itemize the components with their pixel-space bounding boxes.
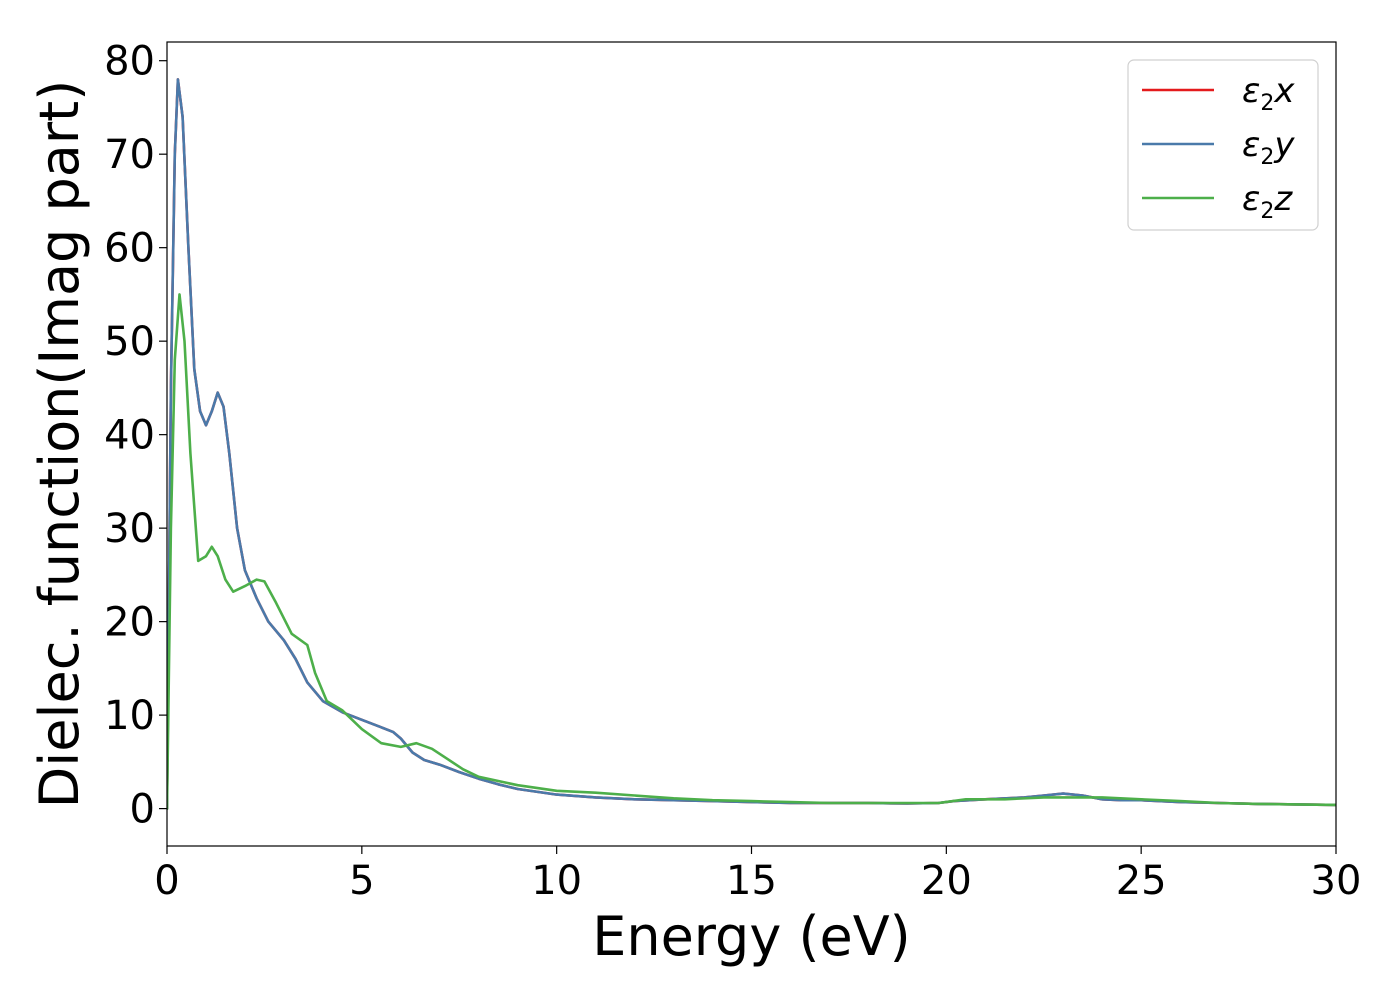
plot-lines — [167, 78, 1336, 810]
x-tick-label: 5 — [349, 858, 374, 904]
x-tick-label: 25 — [1116, 858, 1167, 904]
x-axis-label: Energy (eV) — [592, 905, 911, 968]
y-tick-label: 60 — [104, 226, 155, 272]
x-axis-ticks: 0 5 10 15 20 25 30 — [154, 846, 1361, 904]
series-line-z — [167, 293, 1336, 810]
y-tick-label: 10 — [104, 693, 155, 739]
y-tick-label: 80 — [104, 39, 155, 85]
legend-label-z: ε2z — [1242, 179, 1293, 224]
x-tick-label: 20 — [921, 858, 972, 904]
legend-label-x: ε2x — [1242, 71, 1295, 116]
y-tick-label: 70 — [104, 132, 155, 178]
y-tick-label: 30 — [104, 506, 155, 552]
y-tick-label: 0 — [130, 787, 155, 833]
x-tick-label: 15 — [726, 858, 777, 904]
x-tick-label: 0 — [154, 858, 179, 904]
y-tick-label: 50 — [104, 319, 155, 365]
legend-box — [1127, 59, 1319, 231]
y-tick-label: 40 — [104, 413, 155, 459]
y-axis-ticks: 0 10 20 30 40 50 60 70 80 — [104, 39, 167, 833]
x-tick-label: 30 — [1311, 858, 1362, 904]
y-tick-label: 20 — [104, 600, 155, 646]
x-tick-label: 10 — [531, 858, 582, 904]
series-line-y — [167, 78, 1336, 810]
y-axis-label: Dielec. function(Imag part) — [28, 80, 91, 809]
legend-label-y: ε2y — [1242, 125, 1295, 170]
legend: ε2x ε2y ε2z — [1127, 59, 1319, 231]
